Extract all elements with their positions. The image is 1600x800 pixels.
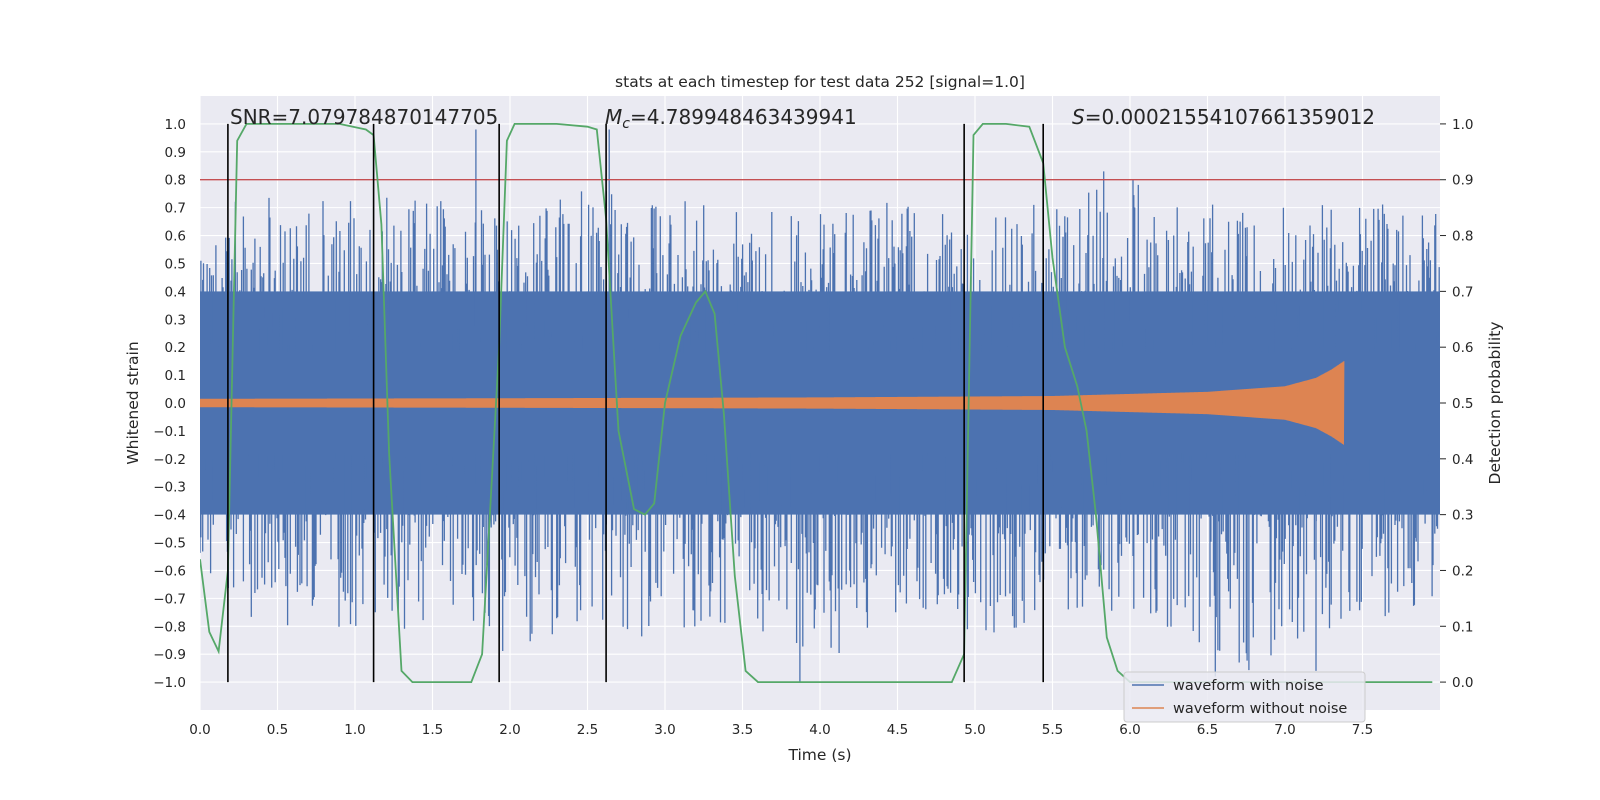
x-axis-label: Time (s) <box>787 746 851 764</box>
series-layer <box>200 123 1440 683</box>
x-tick-label-2: 1.0 <box>344 722 365 738</box>
y-left-tick-label-20: −1.0 <box>153 675 186 691</box>
x-tick-label-6: 3.0 <box>654 722 675 738</box>
y-left-tick-label-9: 0.1 <box>165 368 186 384</box>
y-right-tick-label-4: 0.6 <box>1452 340 1473 356</box>
s-annotation: S=0.00021554107661359012 <box>1072 105 1375 129</box>
chart-title: stats at each timestep for test data 252… <box>615 73 1025 91</box>
series-detection-probability <box>200 123 1433 683</box>
snr-annotation: SNR=7.079784870147705 <box>230 105 498 129</box>
y-left-tick-label-17: −0.7 <box>153 591 186 607</box>
y-left-tick-label-16: −0.6 <box>153 563 186 579</box>
series-waveform-without-noise <box>200 361 1345 445</box>
x-tick-label-11: 5.5 <box>1042 722 1063 738</box>
x-tick-label-13: 6.5 <box>1197 722 1218 738</box>
y-right-axis-ticks: 1.0 0.9 0.8 0.7 0.6 0.5 0.4 0.3 0.2 0.1 0.0 <box>1440 117 1473 691</box>
y-left-tick-label-12: −0.2 <box>153 452 186 468</box>
y-right-tick-label-5: 0.5 <box>1452 396 1473 412</box>
y-left-tick-label-0: 1.0 <box>165 117 186 133</box>
legend-box <box>1123 671 1366 723</box>
y-right-tick-label-1: 0.9 <box>1452 173 1473 189</box>
y-left-tick-label-3: 0.7 <box>165 201 186 217</box>
y-left-tick-label-8: 0.2 <box>165 340 186 356</box>
chirp-mass-subscript: c <box>622 116 630 132</box>
y-left-tick-label-19: −0.9 <box>153 647 186 663</box>
y-right-tick-label-3: 0.7 <box>1452 284 1473 300</box>
x-tick-label-3: 1.5 <box>422 722 443 738</box>
x-tick-label-1: 0.5 <box>267 722 288 738</box>
event-markers <box>227 123 1044 683</box>
chirp-mass-symbol: M <box>605 105 622 129</box>
y-right-tick-label-8: 0.2 <box>1452 563 1473 579</box>
x-tick-label-15: 7.5 <box>1352 722 1373 738</box>
y-left-axis-label: Whitened strain <box>124 341 142 464</box>
y-right-tick-label-7: 0.3 <box>1452 508 1473 524</box>
y-left-tick-label-6: 0.4 <box>165 284 186 300</box>
y-left-axis-ticks: 1.0 0.9 0.8 0.7 0.6 0.5 0.4 0.3 0.2 0.1 0.0 −0.1 −0.… <box>153 117 186 691</box>
legend-label-waveform-without-noise: waveform without noise <box>1173 701 1347 717</box>
x-tick-label-10: 5.0 <box>964 722 985 738</box>
x-axis-ticks: 0.0 0.5 1.0 1.5 2.0 2.5 3.0 3.5 4.0 4.5 5.0 5.5 6.0 6… <box>189 722 1373 738</box>
chirp-mass-annotation: Mc=4.789948463439941 <box>605 105 857 132</box>
y-left-tick-label-11: −0.1 <box>153 424 186 440</box>
y-left-tick-label-5: 0.5 <box>165 256 186 272</box>
y-left-tick-label-13: −0.3 <box>153 480 186 496</box>
y-left-tick-label-2: 0.8 <box>165 173 186 189</box>
x-tick-label-9: 4.5 <box>887 722 908 738</box>
x-tick-label-7: 3.5 <box>732 722 753 738</box>
y-left-tick-label-15: −0.5 <box>153 536 186 552</box>
x-tick-label-8: 4.0 <box>809 722 830 738</box>
y-left-tick-label-14: −0.4 <box>153 508 186 524</box>
y-left-tick-label-18: −0.8 <box>153 619 186 635</box>
y-right-tick-label-10: 0.0 <box>1452 675 1473 691</box>
y-right-axis-label: Detection probability <box>1486 322 1504 485</box>
legend: waveform with noise waveform without noi… <box>1123 671 1366 723</box>
y-right-tick-label-2: 0.8 <box>1452 229 1473 245</box>
y-right-tick-label-0: 1.0 <box>1452 117 1473 133</box>
chirp-mass-value: =4.789948463439941 <box>630 105 857 129</box>
legend-label-waveform-with-noise: waveform with noise <box>1173 678 1324 694</box>
x-tick-label-12: 6.0 <box>1119 722 1140 738</box>
s-value: =0.00021554107661359012 <box>1085 105 1375 129</box>
s-symbol: S <box>1072 105 1085 129</box>
x-tick-label-0: 0.0 <box>189 722 210 738</box>
x-tick-label-4: 2.0 <box>499 722 520 738</box>
x-tick-label-14: 7.0 <box>1274 722 1295 738</box>
y-right-tick-label-9: 0.1 <box>1452 619 1473 635</box>
y-right-tick-label-6: 0.4 <box>1452 452 1473 468</box>
y-left-tick-label-10: 0.0 <box>165 396 186 412</box>
y-left-tick-label-7: 0.3 <box>165 312 186 328</box>
y-left-tick-label-1: 0.9 <box>165 145 186 161</box>
y-left-tick-label-4: 0.6 <box>165 229 186 245</box>
x-tick-label-5: 2.5 <box>577 722 598 738</box>
